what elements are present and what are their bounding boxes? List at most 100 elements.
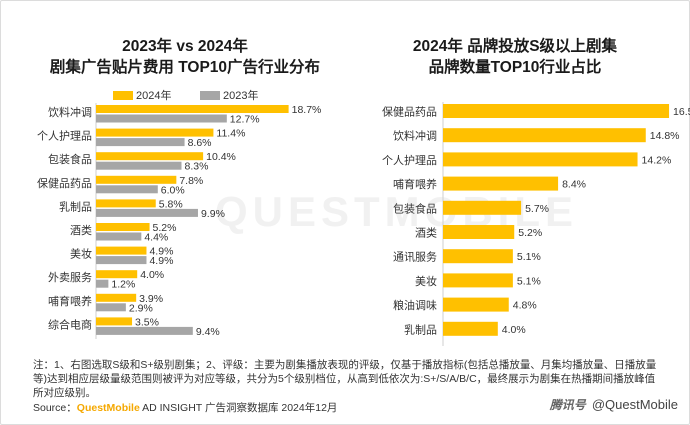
right-category-label: 美妆 [415, 275, 437, 288]
left-category-label: 哺育喂养 [48, 294, 92, 308]
right-bar [443, 321, 498, 336]
left-value-label-2024: 18.7% [292, 104, 322, 116]
left-category-label: 饮料冲调 [48, 105, 92, 119]
left-value-label-2024: 4.0% [140, 269, 164, 281]
right-value-label: 5.2% [518, 227, 542, 239]
left-value-label-2024: 10.4% [206, 151, 236, 163]
left-value-label-2023: 12.7% [230, 114, 260, 126]
left-bar-2023 [96, 208, 198, 217]
footer-watermark: 腾讯号 @QuestMobile [550, 396, 678, 413]
left-title-line1: 2023年 vs 2024年 [122, 38, 248, 55]
left-category-label: 保健品药品 [37, 176, 92, 190]
left-category-label: 外卖服务 [48, 271, 92, 284]
left-bar-2023 [96, 161, 182, 170]
source-prefix: Source： [33, 402, 77, 414]
right-category-label: 酒类 [415, 226, 437, 240]
left-chart-title: 2023年 vs 2024年 剧集广告贴片费用 TOP10广告行业分布 [20, 36, 350, 78]
source-line: Source：QuestMobile AD INSIGHT 广告洞察数据库 20… [33, 400, 337, 415]
right-bar [443, 273, 513, 288]
left-bar-2023 [96, 279, 109, 288]
legend-swatch-2023 [200, 90, 220, 100]
right-value-label: 16.5% [673, 106, 690, 118]
left-value-label-2024: 3.9% [139, 293, 163, 305]
left-bar-2024 [96, 270, 138, 279]
left-value-label-2023: 8.6% [188, 137, 212, 149]
right-title-line1: 2024年 品牌投放S级以上剧集 [412, 38, 618, 55]
left-bar-2024 [96, 293, 137, 302]
left-value-label-2023: 4.4% [144, 232, 168, 244]
left-bar-2023 [96, 303, 126, 312]
left-value-label-2023: 8.3% [184, 161, 208, 173]
footer-handle: @QuestMobile [591, 397, 678, 412]
right-title-line2: 品牌数量TOP10行业占比 [428, 59, 602, 76]
left-value-label-2024: 3.5% [135, 316, 159, 328]
left-value-label-2023: 1.2% [111, 279, 135, 291]
left-bar-2024 [96, 317, 133, 326]
left-value-label-2023: 9.4% [196, 326, 220, 338]
left-value-label-2024: 11.4% [216, 128, 245, 140]
legend-label-2024: 2024年 [136, 90, 172, 102]
right-bar [443, 176, 559, 191]
left-bar-2024 [96, 128, 214, 137]
right-bar [443, 249, 513, 264]
right-value-label: 14.8% [650, 130, 680, 142]
footnote: 注：1、右图选取S级和S+级别剧集；2、评级：主要为剧集播放表现的评级，仅基于播… [33, 359, 657, 399]
left-bar-2024 [96, 223, 150, 231]
left-value-label-2024: 4.9% [149, 246, 173, 258]
left-bar-2023 [96, 326, 193, 335]
left-value-label-2023: 6.0% [161, 184, 185, 196]
right-value-label: 4.0% [502, 324, 526, 336]
left-category-label: 个人护理品 [37, 129, 92, 143]
right-bar [443, 297, 509, 312]
left-value-label-2024: 7.8% [179, 175, 203, 187]
right-category-label: 粮油调味 [393, 298, 437, 312]
left-bar-2024 [96, 199, 156, 208]
left-bar-2023 [96, 114, 227, 123]
left-value-label-2023: 9.9% [201, 208, 225, 220]
source-brand: QuestMobile [76, 402, 140, 414]
legend-swatch-2024 [113, 90, 133, 100]
right-category-label: 饮料冲调 [393, 129, 437, 143]
right-value-label: 4.8% [513, 300, 537, 312]
right-value-label: 5.1% [517, 251, 541, 263]
right-category-label: 包装食品 [393, 201, 437, 215]
right-value-label: 8.4% [562, 179, 586, 191]
legend-item-2023: 2023年 [200, 87, 258, 103]
right-category-label: 乳制品 [404, 323, 437, 336]
left-bar-2024 [96, 246, 147, 255]
right-category-label: 个人护理品 [382, 153, 437, 167]
legend-item-2024: 2024年 [113, 87, 171, 103]
source-rest: AD INSIGHT 广告洞察数据库 2024年12月 [139, 402, 338, 414]
right-bar [443, 225, 515, 239]
right-bar [443, 200, 522, 215]
right-value-label: 5.1% [517, 275, 541, 287]
left-bar-2024 [96, 152, 204, 161]
left-category-label: 包装食品 [48, 152, 92, 166]
right-bar [443, 152, 638, 167]
legend-label-2023: 2023年 [223, 90, 259, 102]
right-value-label: 14.2% [642, 154, 672, 166]
right-value-label: 5.7% [525, 203, 549, 215]
left-value-label-2024: 5.2% [153, 222, 177, 234]
left-value-label-2023: 2.9% [129, 302, 153, 314]
left-bar-2023 [96, 232, 142, 241]
left-bar-2024 [96, 175, 177, 184]
left-bar-2023 [96, 185, 158, 194]
left-category-label: 酒类 [70, 223, 92, 237]
left-bar-2023 [96, 256, 147, 265]
right-bar [443, 128, 646, 143]
right-category-label: 通讯服务 [393, 251, 437, 264]
left-category-label: 乳制品 [59, 200, 92, 213]
right-chart-title: 2024年 品牌投放S级以上剧集 品牌数量TOP10行业占比 [355, 36, 675, 78]
right-bar [443, 104, 670, 118]
right-category-label: 哺育喂养 [393, 177, 437, 191]
left-value-label-2023: 4.9% [149, 255, 173, 267]
right-category-label: 保健品药品 [382, 105, 437, 119]
left-category-label: 美妆 [70, 248, 92, 261]
left-bar-2024 [96, 105, 289, 113]
platform-label: 腾讯号 [549, 398, 586, 412]
left-value-label-2024: 5.8% [159, 198, 183, 210]
left-bar-2023 [96, 138, 185, 147]
left-title-line2: 剧集广告贴片费用 TOP10广告行业分布 [49, 59, 321, 76]
